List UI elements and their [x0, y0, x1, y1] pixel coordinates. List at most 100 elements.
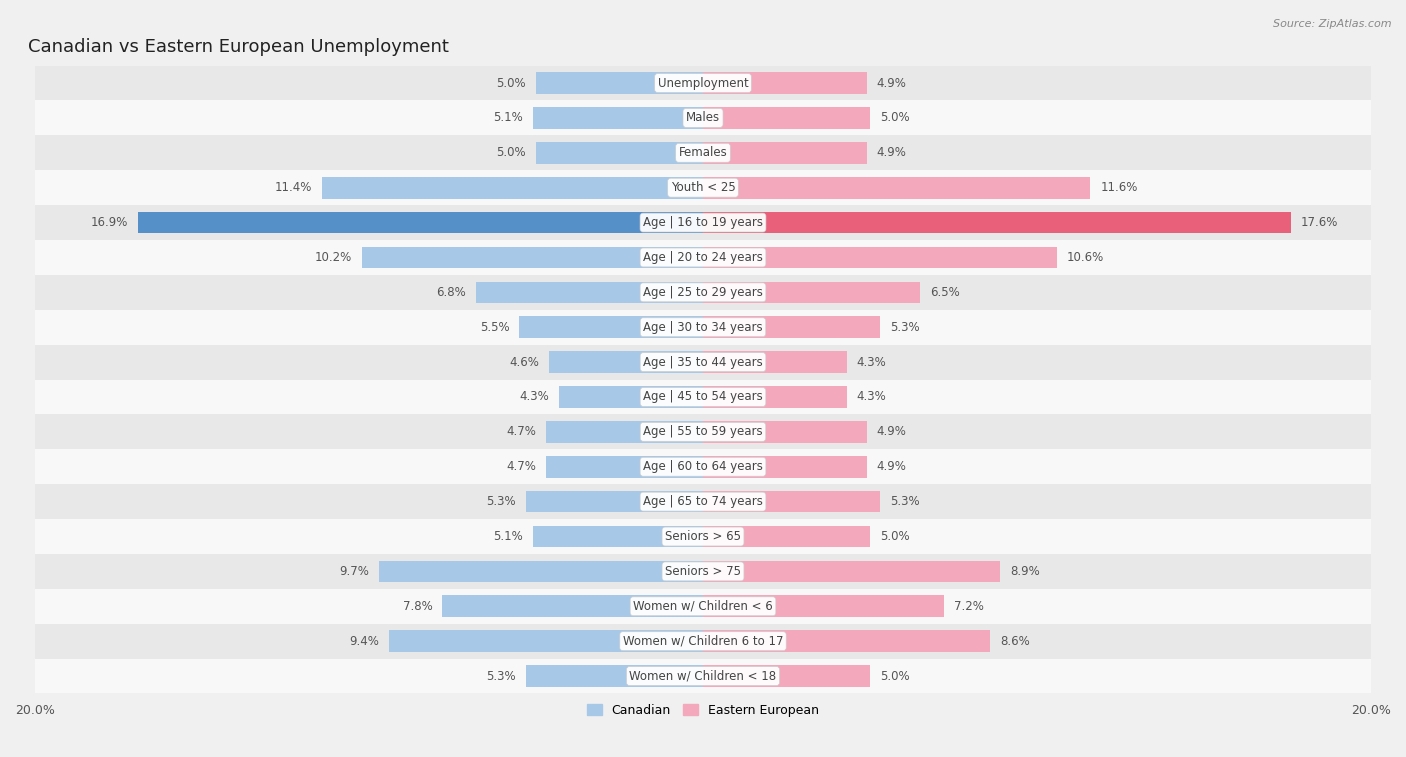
Text: 4.9%: 4.9%: [877, 146, 907, 159]
Bar: [35, 450, 1371, 484]
Text: 5.3%: 5.3%: [890, 321, 920, 334]
Bar: [560, 386, 703, 408]
Bar: [35, 66, 1371, 101]
Text: 4.9%: 4.9%: [877, 460, 907, 473]
Bar: [703, 247, 1057, 268]
Text: Seniors > 65: Seniors > 65: [665, 530, 741, 543]
Text: Age | 16 to 19 years: Age | 16 to 19 years: [643, 216, 763, 229]
Text: Age | 35 to 44 years: Age | 35 to 44 years: [643, 356, 763, 369]
Bar: [35, 554, 1371, 589]
Bar: [35, 205, 1371, 240]
Bar: [703, 421, 866, 443]
Text: 9.7%: 9.7%: [339, 565, 368, 578]
Bar: [703, 665, 870, 687]
Text: Seniors > 75: Seniors > 75: [665, 565, 741, 578]
Text: 5.3%: 5.3%: [486, 495, 516, 508]
Bar: [443, 596, 703, 617]
Text: Age | 45 to 54 years: Age | 45 to 54 years: [643, 391, 763, 403]
Text: Males: Males: [686, 111, 720, 124]
Bar: [35, 589, 1371, 624]
Text: Youth < 25: Youth < 25: [671, 181, 735, 195]
Bar: [35, 519, 1371, 554]
Bar: [475, 282, 703, 303]
Text: 5.0%: 5.0%: [880, 669, 910, 683]
Text: 8.6%: 8.6%: [1000, 634, 1031, 648]
Bar: [526, 665, 703, 687]
Text: 5.0%: 5.0%: [880, 111, 910, 124]
Bar: [519, 316, 703, 338]
Bar: [703, 316, 880, 338]
Bar: [703, 561, 1000, 582]
Text: 10.6%: 10.6%: [1067, 251, 1104, 264]
Bar: [35, 240, 1371, 275]
Text: 11.4%: 11.4%: [274, 181, 312, 195]
Bar: [533, 525, 703, 547]
Text: 10.2%: 10.2%: [315, 251, 353, 264]
Legend: Canadian, Eastern European: Canadian, Eastern European: [582, 699, 824, 721]
Text: 5.1%: 5.1%: [494, 111, 523, 124]
Text: 5.5%: 5.5%: [479, 321, 509, 334]
Text: 4.7%: 4.7%: [506, 460, 536, 473]
Bar: [35, 136, 1371, 170]
Bar: [703, 177, 1091, 198]
Bar: [380, 561, 703, 582]
Bar: [35, 170, 1371, 205]
Bar: [35, 624, 1371, 659]
Text: Women w/ Children < 18: Women w/ Children < 18: [630, 669, 776, 683]
Bar: [35, 379, 1371, 414]
Bar: [35, 310, 1371, 344]
Text: Age | 60 to 64 years: Age | 60 to 64 years: [643, 460, 763, 473]
Text: 5.1%: 5.1%: [494, 530, 523, 543]
Text: 7.2%: 7.2%: [953, 600, 983, 612]
Text: Age | 25 to 29 years: Age | 25 to 29 years: [643, 286, 763, 299]
Text: 6.5%: 6.5%: [931, 286, 960, 299]
Text: 4.7%: 4.7%: [506, 425, 536, 438]
Bar: [703, 212, 1291, 233]
Text: Women w/ Children < 6: Women w/ Children < 6: [633, 600, 773, 612]
Text: 17.6%: 17.6%: [1301, 216, 1339, 229]
Bar: [703, 107, 870, 129]
Bar: [35, 275, 1371, 310]
Text: Females: Females: [679, 146, 727, 159]
Bar: [35, 344, 1371, 379]
Text: 7.8%: 7.8%: [402, 600, 433, 612]
Text: 5.0%: 5.0%: [880, 530, 910, 543]
Bar: [703, 491, 880, 512]
Bar: [526, 491, 703, 512]
Bar: [35, 659, 1371, 693]
Text: 16.9%: 16.9%: [91, 216, 128, 229]
Bar: [546, 456, 703, 478]
Bar: [703, 142, 866, 164]
Bar: [703, 596, 943, 617]
Text: Age | 30 to 34 years: Age | 30 to 34 years: [643, 321, 763, 334]
Text: 5.0%: 5.0%: [496, 76, 526, 89]
Bar: [703, 631, 990, 652]
Bar: [363, 247, 703, 268]
Bar: [703, 456, 866, 478]
Bar: [536, 72, 703, 94]
Text: Canadian vs Eastern European Unemployment: Canadian vs Eastern European Unemploymen…: [28, 38, 449, 56]
Text: Age | 20 to 24 years: Age | 20 to 24 years: [643, 251, 763, 264]
Bar: [703, 282, 920, 303]
Bar: [703, 72, 866, 94]
Bar: [703, 386, 846, 408]
Bar: [35, 414, 1371, 450]
Bar: [35, 484, 1371, 519]
Bar: [703, 525, 870, 547]
Text: Source: ZipAtlas.com: Source: ZipAtlas.com: [1274, 19, 1392, 29]
Bar: [703, 351, 846, 373]
Text: 11.6%: 11.6%: [1101, 181, 1137, 195]
Text: Unemployment: Unemployment: [658, 76, 748, 89]
Bar: [322, 177, 703, 198]
Text: 4.3%: 4.3%: [520, 391, 550, 403]
Text: 6.8%: 6.8%: [436, 286, 465, 299]
Text: 4.3%: 4.3%: [856, 356, 886, 369]
Text: 9.4%: 9.4%: [349, 634, 380, 648]
Text: Age | 55 to 59 years: Age | 55 to 59 years: [643, 425, 763, 438]
Bar: [546, 421, 703, 443]
Bar: [533, 107, 703, 129]
Bar: [550, 351, 703, 373]
Text: 5.0%: 5.0%: [496, 146, 526, 159]
Text: 5.3%: 5.3%: [890, 495, 920, 508]
Text: Age | 65 to 74 years: Age | 65 to 74 years: [643, 495, 763, 508]
